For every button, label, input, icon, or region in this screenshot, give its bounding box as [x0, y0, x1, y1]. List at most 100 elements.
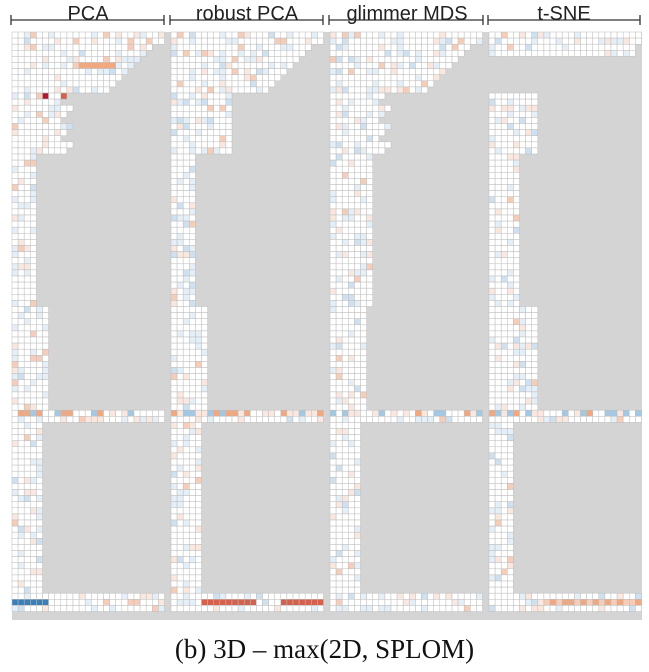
heatmap-cell — [329, 263, 337, 271]
heatmap-cell — [30, 483, 37, 490]
heatmap-cell — [36, 355, 43, 362]
heatmap-cell — [329, 300, 337, 307]
heatmap-cell — [225, 74, 233, 82]
heatmap-cell — [189, 269, 196, 277]
heatmap-cell — [354, 452, 361, 460]
heatmap-cell — [17, 257, 25, 265]
heatmap-cell — [329, 495, 337, 502]
heatmap-cell — [42, 98, 49, 106]
heatmap-cell — [366, 31, 373, 39]
heatmap-cell — [72, 86, 80, 94]
heatmap-cell — [219, 98, 227, 106]
heatmap-cell — [170, 190, 178, 197]
heatmap-cell — [170, 568, 178, 576]
heatmap-cell — [23, 531, 31, 539]
heatmap-cell — [348, 550, 355, 557]
heatmap-cell — [304, 43, 312, 51]
heatmap-cell — [610, 599, 618, 606]
heatmap-cell — [189, 306, 196, 313]
heatmap-cell — [537, 31, 545, 39]
heatmap-cell — [182, 495, 190, 502]
heatmap-cell — [360, 275, 367, 283]
heatmap-cell — [500, 464, 508, 472]
heatmap-cell — [348, 373, 355, 380]
heatmap-cell — [23, 391, 31, 399]
heatmap-cell — [488, 464, 496, 472]
heatmap-cell — [17, 184, 25, 191]
heatmap-cell — [213, 141, 221, 149]
heatmap-cell — [189, 220, 196, 228]
heatmap-cell — [402, 605, 410, 612]
heatmap-cell — [84, 43, 92, 51]
heatmap-cell — [219, 123, 227, 130]
heatmap-cell — [500, 440, 508, 448]
heatmap-cell — [170, 550, 178, 557]
heatmap-cell — [170, 525, 178, 533]
heatmap-cell — [543, 409, 551, 417]
heatmap-cell — [176, 330, 184, 338]
heatmap-cell — [54, 599, 62, 606]
heatmap-cell — [268, 599, 275, 606]
heatmap-cell — [250, 50, 257, 57]
heatmap-cell — [11, 586, 19, 594]
column-labels: PCA robust PCA glimmer MDS t-SNE — [67, 3, 590, 25]
heatmap-cell — [91, 31, 98, 39]
heatmap-cell — [195, 141, 202, 149]
heatmap-cell — [170, 239, 178, 246]
heatmap-cell — [23, 428, 31, 435]
heatmap-cell — [341, 464, 349, 472]
heatmap-cell — [360, 367, 367, 374]
heatmap-cell — [354, 531, 361, 539]
heatmap-cell — [348, 172, 355, 179]
heatmap-cell — [525, 592, 532, 600]
heatmap-cell — [103, 592, 110, 600]
heatmap-cell — [396, 62, 404, 69]
heatmap-cell — [335, 355, 343, 362]
heatmap-cell — [72, 68, 80, 75]
heatmap-cell — [54, 31, 62, 39]
heatmap-cell — [280, 409, 288, 417]
heatmap-cell — [11, 178, 19, 185]
heatmap-cell — [170, 605, 178, 612]
heatmap-cell — [176, 245, 184, 252]
heatmap-cell — [513, 355, 520, 362]
heatmap-cell — [513, 592, 520, 600]
heatmap-cell — [91, 592, 98, 600]
heatmap-cell — [341, 294, 349, 301]
heatmap-cell — [335, 141, 343, 149]
heatmap-cell — [348, 379, 355, 387]
heatmap-cell — [513, 324, 520, 332]
heatmap-cell — [513, 342, 520, 350]
heatmap-cell — [531, 409, 539, 417]
heatmap-cell — [317, 37, 324, 45]
heatmap-cell — [494, 178, 502, 185]
heatmap-cell — [127, 37, 135, 45]
heatmap-cell — [329, 550, 337, 557]
heatmap-cell — [580, 416, 587, 423]
heatmap-cell — [372, 117, 380, 124]
heatmap-cell — [182, 31, 190, 39]
heatmap-cell — [36, 129, 43, 136]
heatmap-cell — [507, 141, 514, 149]
heatmap-cell — [531, 147, 539, 155]
heatmap-cell — [250, 592, 257, 600]
heatmap-cell — [378, 599, 386, 606]
heatmap-cell — [170, 178, 178, 185]
heatmap-cell — [298, 605, 306, 612]
heatmap-cell — [494, 147, 502, 155]
heatmap-cell — [30, 330, 37, 338]
heatmap-cell — [170, 483, 178, 490]
heatmap-cell — [182, 592, 190, 600]
heatmap-cell — [17, 251, 25, 258]
heatmap-cell — [182, 226, 190, 234]
heatmap-cell — [23, 245, 31, 252]
heatmap-cell — [11, 300, 19, 307]
heatmap-cell — [109, 62, 116, 69]
heatmap-cell — [348, 269, 355, 277]
heatmap-cell — [182, 214, 190, 222]
heatmap-cell — [11, 98, 19, 106]
heatmap-cell — [360, 257, 367, 265]
heatmap-cell — [219, 92, 227, 100]
heatmap-cell — [433, 409, 441, 417]
heatmap-cell — [30, 104, 37, 112]
